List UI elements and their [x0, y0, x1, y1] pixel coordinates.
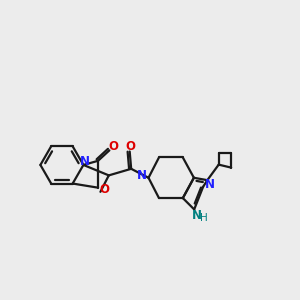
Text: N: N [192, 209, 202, 223]
Text: H: H [200, 213, 208, 224]
Text: O: O [125, 140, 135, 153]
Text: N: N [137, 169, 147, 182]
Text: O: O [109, 140, 119, 153]
Text: O: O [100, 183, 110, 196]
Text: N: N [205, 178, 215, 191]
Text: N: N [80, 155, 90, 168]
